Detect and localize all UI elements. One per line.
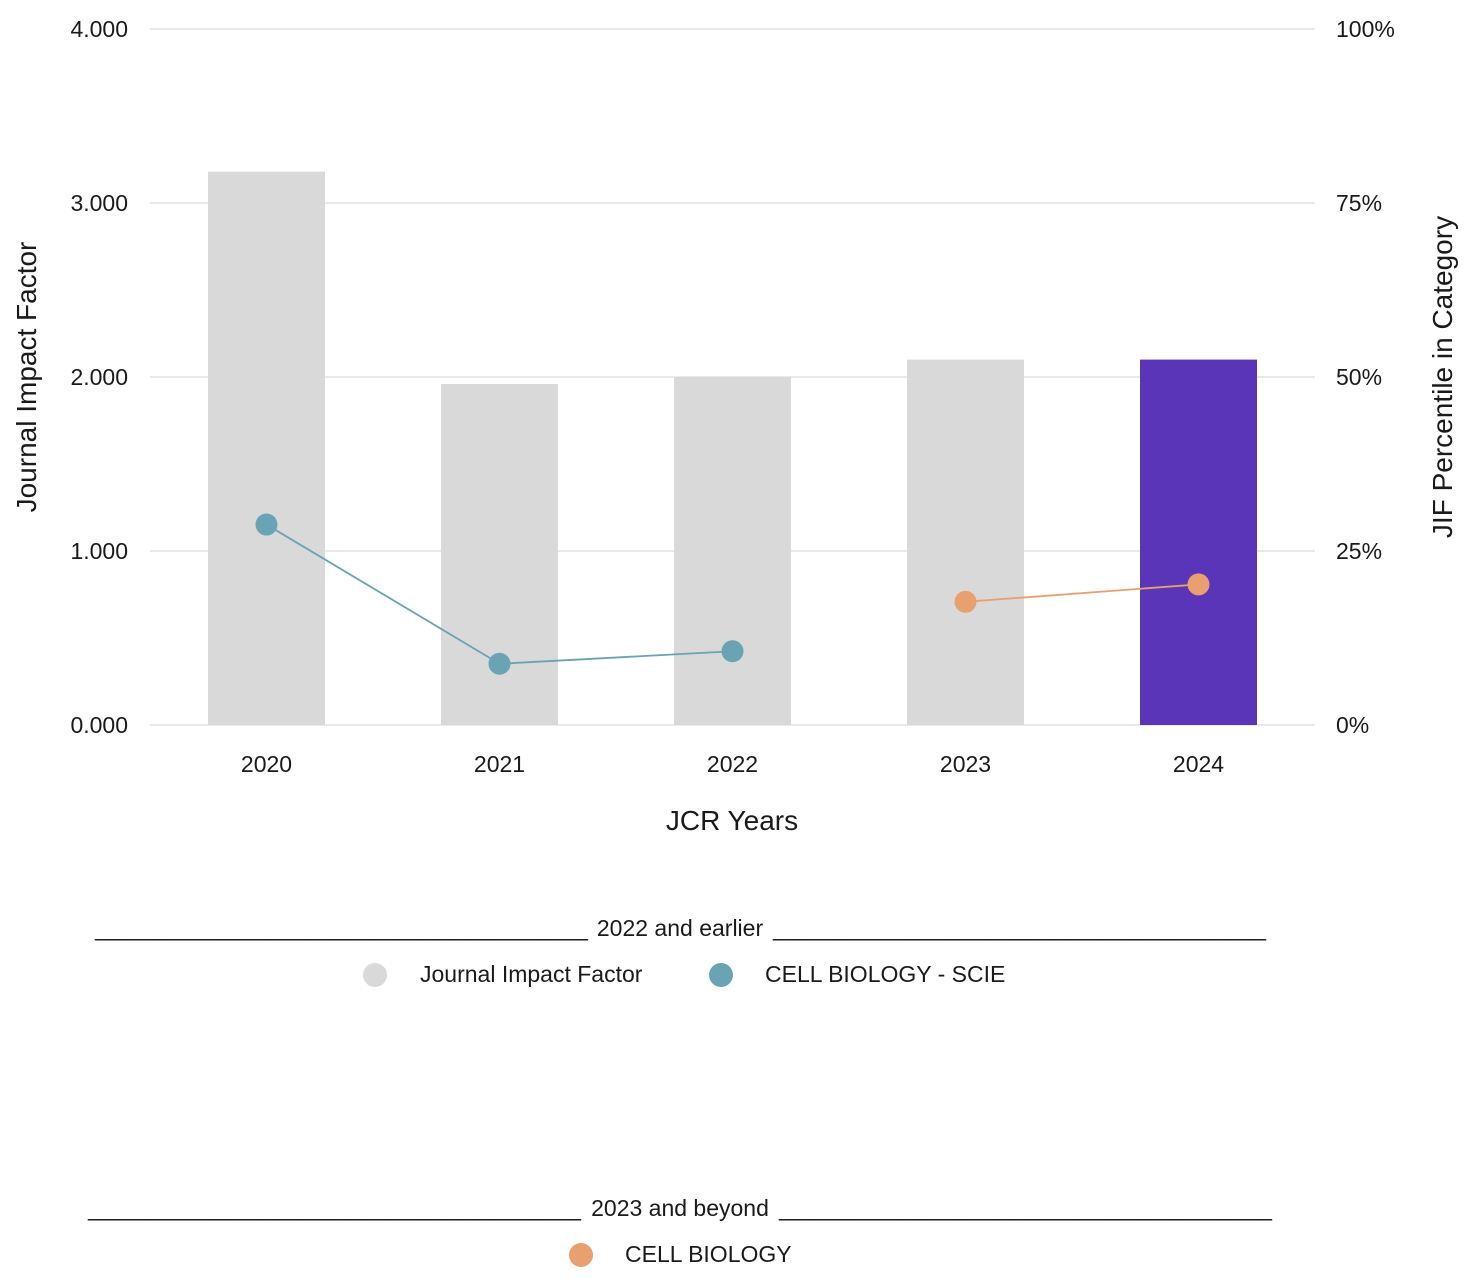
percentile-points	[255, 513, 1210, 675]
legend-marker-cell-biology	[569, 1243, 593, 1267]
bar-2023[interactable]	[907, 359, 1024, 725]
bars	[208, 171, 1257, 725]
legend-rule-right-2: ________________________________________…	[778, 1195, 1273, 1221]
series-point-2022[interactable]	[721, 640, 744, 663]
x-tick-label: 2021	[474, 751, 525, 777]
x-tick-label: 2022	[707, 751, 758, 777]
y-tick-label-right: 25%	[1336, 538, 1382, 564]
series-point-2020[interactable]	[255, 513, 278, 536]
x-tick-label: 2023	[940, 751, 991, 777]
legend-rule-left-2: ________________________________________…	[87, 1195, 582, 1221]
legend-marker-cell-biology-scie	[709, 963, 733, 987]
legend-label-cell-biology-scie: CELL BIOLOGY - SCIE	[765, 961, 1005, 987]
y-tick-label-left: 2.000	[70, 364, 128, 390]
y-axis-title-left: Journal Impact Factor	[11, 242, 42, 513]
legend-rule-right-1: ________________________________________…	[772, 915, 1267, 941]
y-tick-label-left: 3.000	[70, 190, 128, 216]
y-tick-label-right: 75%	[1336, 190, 1382, 216]
legend-group-title-2: 2023 and beyond	[591, 1195, 769, 1221]
legend-group-title-1: 2022 and earlier	[597, 915, 764, 941]
series-point-2021[interactable]	[488, 652, 511, 675]
y-tick-label-right: 0%	[1336, 712, 1369, 738]
bar-2022[interactable]	[674, 377, 791, 725]
legend-group-2023-and-beyond: ________________________________________…	[87, 1195, 1273, 1267]
legend-marker-journal-impact-factor	[363, 963, 387, 987]
x-axis-title: JCR Years	[666, 805, 798, 836]
bar-2024[interactable]	[1140, 359, 1257, 725]
y-tick-label-left: 4.000	[70, 16, 128, 42]
series-line-1	[965, 583, 1199, 603]
legend-label-journal-impact-factor: Journal Impact Factor	[420, 961, 643, 987]
y-tick-label-right: 100%	[1336, 16, 1395, 42]
legend-label-cell-biology: CELL BIOLOGY	[625, 1241, 792, 1267]
y-tick-label-right: 50%	[1336, 364, 1382, 390]
y-tick-label-left: 0.000	[70, 712, 128, 738]
y-tick-label-left: 1.000	[70, 538, 128, 564]
legend-rule-left-1: ________________________________________…	[94, 915, 589, 941]
y-axis-title-right: JIF Percentile in Category	[1427, 216, 1458, 538]
series-point-2024[interactable]	[1187, 573, 1210, 596]
series-point-2023[interactable]	[954, 590, 977, 613]
bar-2020[interactable]	[208, 171, 325, 725]
legend-group-2022-and-earlier: ________________________________________…	[94, 915, 1267, 987]
x-tick-label: 2024	[1173, 751, 1224, 777]
axis-ticks: 0.000 0% 1.000 25% 2.000 50% 3.000 75% 4.000 100%…	[70, 16, 1394, 777]
x-tick-label: 2020	[241, 751, 292, 777]
